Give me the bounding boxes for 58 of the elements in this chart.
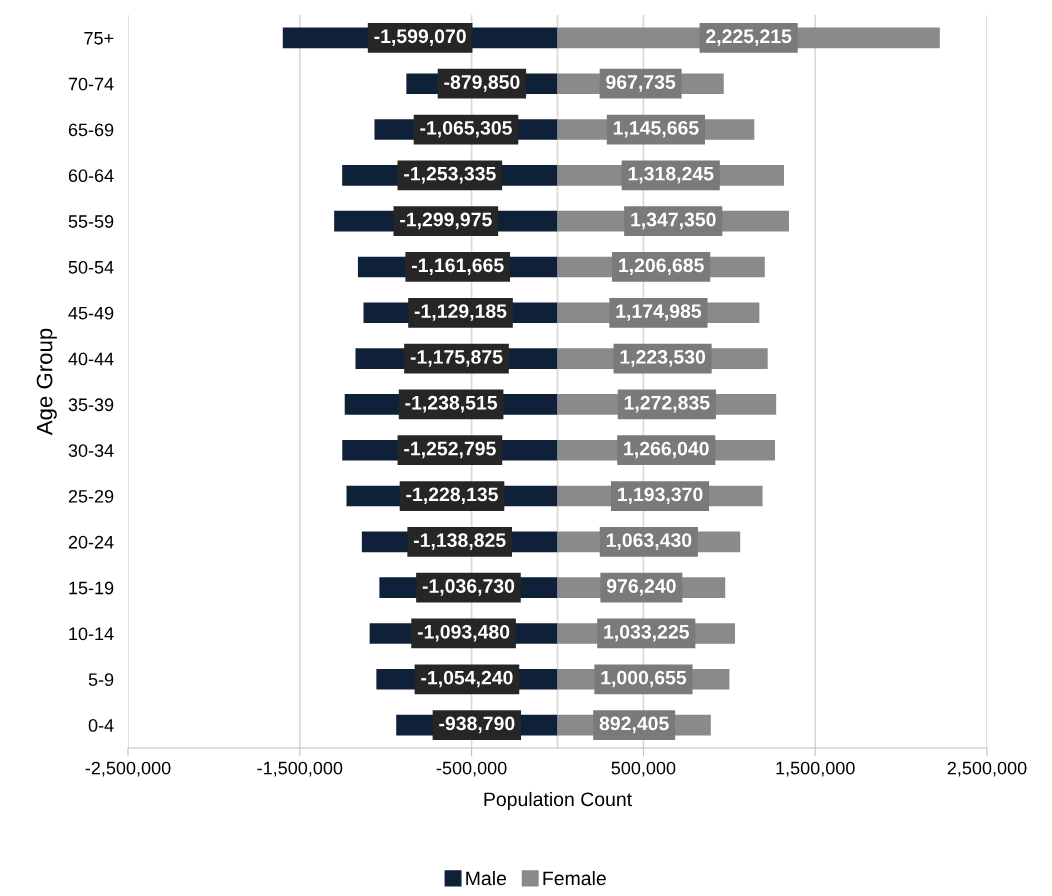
y-tick-label: 5-9 xyxy=(88,673,114,686)
data-label: -1,299,975 xyxy=(400,212,492,230)
y-tick-label: 0-4 xyxy=(88,719,114,732)
data-label: -1,054,240 xyxy=(421,670,513,688)
data-label: -1,238,515 xyxy=(405,395,498,413)
data-label: 976,240 xyxy=(606,579,676,596)
x-tick-label: -1,500,000 xyxy=(257,761,343,777)
data-label: 967,735 xyxy=(606,75,676,92)
data-label: -1,161,665 xyxy=(411,258,504,276)
data-label: 1,206,685 xyxy=(619,258,704,276)
data-label: -1,175,875 xyxy=(410,350,503,367)
data-label: 1,223,530 xyxy=(620,350,706,367)
data-label: 1,272,835 xyxy=(624,395,710,413)
data-label: -1,036,730 xyxy=(422,579,515,596)
x-tick-label: -500,000 xyxy=(436,761,507,777)
data-label: 1,318,245 xyxy=(628,166,714,184)
data-label: 1,266,040 xyxy=(624,441,709,459)
y-tick-label: 70-74 xyxy=(68,77,114,91)
x-axis-title: Population Count xyxy=(484,791,632,811)
x-tick-label: -2,500,000 xyxy=(85,761,171,777)
y-tick-label: 10-14 xyxy=(69,627,114,641)
data-label: -938,790 xyxy=(439,716,515,734)
y-tick-label: 40-44 xyxy=(68,352,114,366)
y-tick-label: 35-39 xyxy=(68,398,114,412)
y-tick-label: 45-49 xyxy=(68,306,114,320)
data-label: -1,599,070 xyxy=(374,29,466,46)
y-tick-label: 25-29 xyxy=(68,489,114,503)
data-label: 1,063,430 xyxy=(606,533,692,550)
data-label: -1,093,480 xyxy=(417,624,510,642)
data-label: -1,138,825 xyxy=(413,533,506,550)
data-label: -879,850 xyxy=(444,75,520,92)
legend-label: Female xyxy=(543,870,606,886)
data-label: 1,174,985 xyxy=(616,304,702,321)
y-tick-label: 50-54 xyxy=(68,260,114,274)
y-tick-label: 75+ xyxy=(84,32,114,45)
data-label: 1,000,655 xyxy=(601,670,687,688)
data-label: 1,193,370 xyxy=(617,487,703,505)
data-label: 1,347,350 xyxy=(631,212,716,230)
data-label: 1,033,225 xyxy=(604,624,689,642)
y-tick-label: 65-69 xyxy=(68,123,114,137)
x-tick-label: 2,500,000 xyxy=(947,761,1027,777)
data-label: 1,145,665 xyxy=(613,120,699,138)
y-tick-label: 20-24 xyxy=(68,535,114,549)
data-label: -1,129,185 xyxy=(414,304,507,321)
y-tick-label: 60-64 xyxy=(68,169,114,183)
data-label: -1,252,795 xyxy=(404,441,496,459)
y-tick-label: 30-34 xyxy=(68,444,114,457)
y-tick-label: 55-59 xyxy=(68,215,114,228)
x-tick-label: 500,000 xyxy=(611,761,676,777)
data-label: -1,065,305 xyxy=(420,120,512,138)
data-label: 892,405 xyxy=(599,716,669,734)
legend-label: Male xyxy=(466,870,507,886)
y-axis-title: Age Group xyxy=(36,328,57,436)
data-label: 2,225,215 xyxy=(706,29,792,46)
data-label: -1,253,335 xyxy=(404,166,496,184)
y-tick-label: 15-19 xyxy=(69,581,114,595)
x-tick-label: 1,500,000 xyxy=(776,761,855,777)
data-label: -1,228,135 xyxy=(406,487,498,505)
